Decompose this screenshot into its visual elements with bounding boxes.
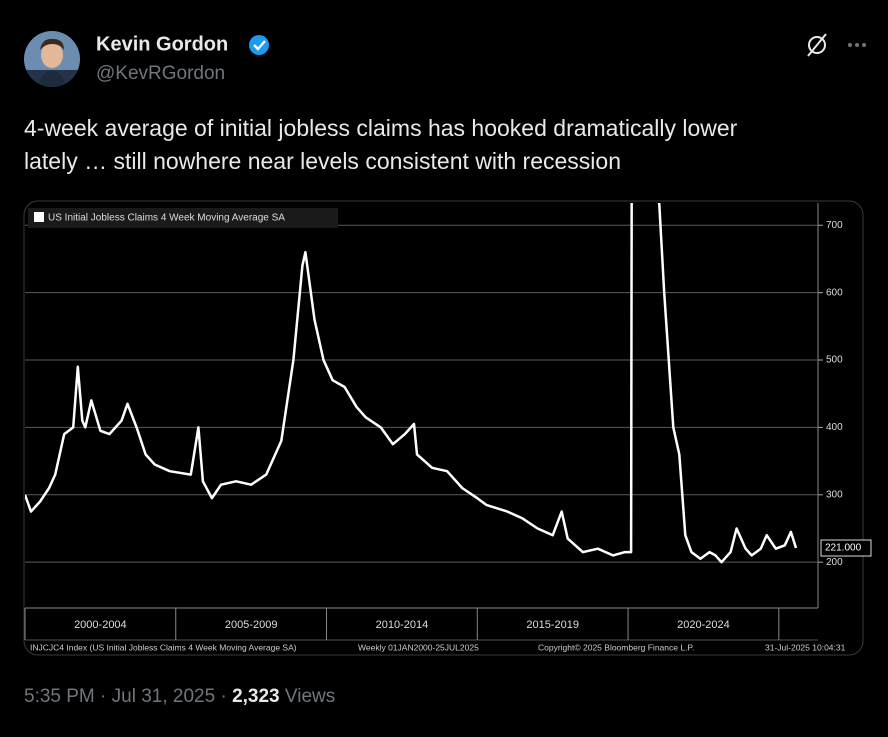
view-count: 2,323 [232, 686, 280, 707]
last-value-label: 221.000 [825, 543, 862, 554]
source-note: 31-Jul-2025 10:04:31 [765, 642, 846, 652]
chart: 200 300 400 500 600 700 2000-2004 2005-2009 2010… [24, 203, 872, 652]
source-note: Copyright© 2025 Bloomberg Finance L.P. [538, 642, 694, 652]
y-tick-label: 300 [826, 489, 843, 500]
timestamp-text: 5:35 PM · Jul 31, 2025 · [24, 686, 227, 707]
views-label: Views [285, 686, 335, 707]
legend-label: US Initial Jobless Claims 4 Week Moving … [48, 213, 285, 224]
legend-box [28, 208, 338, 228]
x-period-label: 2005-2009 [225, 619, 278, 631]
tweet-text: 4-week average of initial jobless claims… [24, 115, 738, 141]
y-tick-label: 700 [826, 220, 843, 231]
grok-icon[interactable] [807, 33, 827, 57]
handle[interactable]: @KevRGordon [96, 63, 225, 84]
y-tick-label: 600 [826, 287, 843, 298]
y-tick-label: 200 [826, 557, 843, 568]
x-period-label: 2000-2004 [74, 619, 127, 631]
x-period-label: 2015-2019 [526, 619, 579, 631]
more-menu[interactable] [848, 43, 866, 47]
y-tick-label: 500 [826, 355, 843, 366]
verified-badge [249, 35, 269, 55]
y-tick-label: 400 [826, 422, 843, 433]
x-period-label: 2010-2014 [376, 619, 429, 631]
tweet-text: lately … still nowhere near levels consi… [24, 148, 621, 174]
source-note: INJCJC4 Index (US Initial Jobless Claims… [30, 642, 297, 652]
chart-frame[interactable] [23, 200, 864, 656]
avatar[interactable] [24, 31, 80, 90]
line-series [25, 203, 798, 564]
last-value-box [820, 539, 872, 557]
legend-swatch [34, 212, 44, 222]
display-name[interactable]: Kevin Gordon [96, 33, 228, 55]
x-period-label: 2020-2024 [677, 619, 730, 631]
timestamp: 5:35 PM · Jul 31, 2025 · 2,323 Views [24, 686, 335, 707]
source-note: Weekly 01JAN2000-25JUL2025 [358, 642, 479, 652]
